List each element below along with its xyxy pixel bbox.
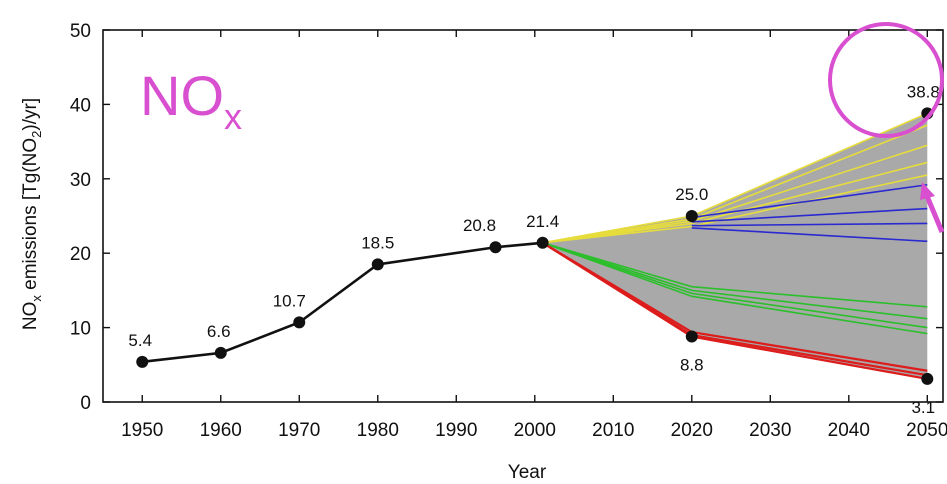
y-title-sub: x — [29, 295, 44, 302]
x-tick-label-1960: 1960 — [200, 420, 242, 441]
projection-point-1 — [685, 330, 698, 343]
scenario-line-0-3 — [542, 161, 928, 244]
projection-point-3 — [921, 372, 934, 385]
species-label: NOx — [140, 64, 242, 137]
scenario-line-2-2 — [542, 242, 928, 329]
species-main: NO — [140, 64, 224, 127]
highlight-circle — [828, 22, 944, 138]
highlight-arrow — [924, 195, 945, 233]
historical-point-1980 — [371, 258, 384, 271]
y-tick-label-0: 0 — [80, 393, 91, 414]
scenario-line-1-0 — [691, 183, 928, 219]
projection-envelope-layer — [542, 113, 928, 379]
y-axis-title: NOx emissions [Tg(NO2)/yr] — [20, 98, 44, 330]
scenario-line-0-4 — [542, 174, 928, 244]
historical-label-1980: 18.5 — [361, 233, 394, 252]
y-tick-label-10: 10 — [70, 319, 91, 340]
x-tick-label-2000: 2000 — [514, 420, 556, 441]
y-title-sub2: 2 — [29, 131, 44, 138]
y-tick-label-30: 30 — [70, 170, 91, 191]
projection-point-0 — [685, 210, 698, 222]
x-tick-label-1950: 1950 — [121, 420, 163, 441]
scenario-line-1-1 — [691, 207, 928, 223]
historical-label-1995: 20.8 — [463, 216, 496, 235]
y-title-main: NO — [20, 302, 41, 331]
axes-layer: 1950 1960 1970 1980 1990 2000 2010 2020 2030 2040… — [70, 21, 947, 441]
historical-point-1970 — [293, 316, 306, 329]
scenario-line-2-3 — [542, 242, 928, 335]
highlight-arrowhead — [920, 182, 935, 200]
x-tick-label-1980: 1980 — [357, 420, 399, 441]
historical-line — [142, 241, 543, 364]
y-tick-label-50: 50 — [70, 21, 91, 42]
projection-label-0: 25.0 — [675, 185, 708, 204]
x-tick-label-2020: 2020 — [671, 420, 713, 441]
x-tick-label-2010: 2010 — [592, 420, 634, 441]
x-tick-label-2030: 2030 — [749, 420, 791, 441]
scenario-line-2-1 — [542, 242, 928, 320]
x-axis-title: Year — [508, 462, 547, 483]
historical-point-1960 — [214, 346, 227, 359]
historical-label-1950: 5.4 — [128, 331, 152, 350]
historical-point-1995 — [489, 241, 502, 254]
historical-label-1970: 10.7 — [273, 291, 306, 310]
scenario-line-1-2 — [691, 222, 928, 227]
y-title-end: )/yr] — [20, 98, 41, 131]
projection-label-2: 38.8 — [907, 82, 940, 101]
projection-envelope — [542, 113, 928, 379]
historical-label-2001: 21.4 — [526, 212, 559, 231]
y-title-rest: emissions [Tg(NO — [20, 138, 41, 295]
plot-frame — [102, 29, 944, 403]
y-tick-label-40: 40 — [70, 95, 91, 116]
historical-point-1950 — [136, 355, 149, 368]
historical-point-2001 — [536, 236, 549, 249]
scenario-line-1-3 — [691, 227, 928, 243]
x-tick-label-1970: 1970 — [278, 420, 320, 441]
x-tick-label-2050: 2050 — [906, 420, 947, 441]
projection-label-3: 3.1 — [911, 398, 935, 417]
historical-label-1960: 6.6 — [207, 322, 231, 341]
species-subscript: x — [224, 96, 242, 137]
historical-series-layer — [142, 241, 543, 364]
scenario-line-2-0 — [542, 242, 928, 308]
y-tick-label-20: 20 — [70, 244, 91, 265]
projection-label-1: 8.8 — [680, 356, 704, 375]
data-labels-layer: 5.4 6.6 10.7 18.5 20.8 21.4 25.0 8.8 38.8 3.1 — [128, 82, 939, 417]
data-points-layer — [136, 107, 934, 385]
x-tick-label-1990: 1990 — [435, 420, 477, 441]
x-tick-label-2040: 2040 — [828, 420, 870, 441]
